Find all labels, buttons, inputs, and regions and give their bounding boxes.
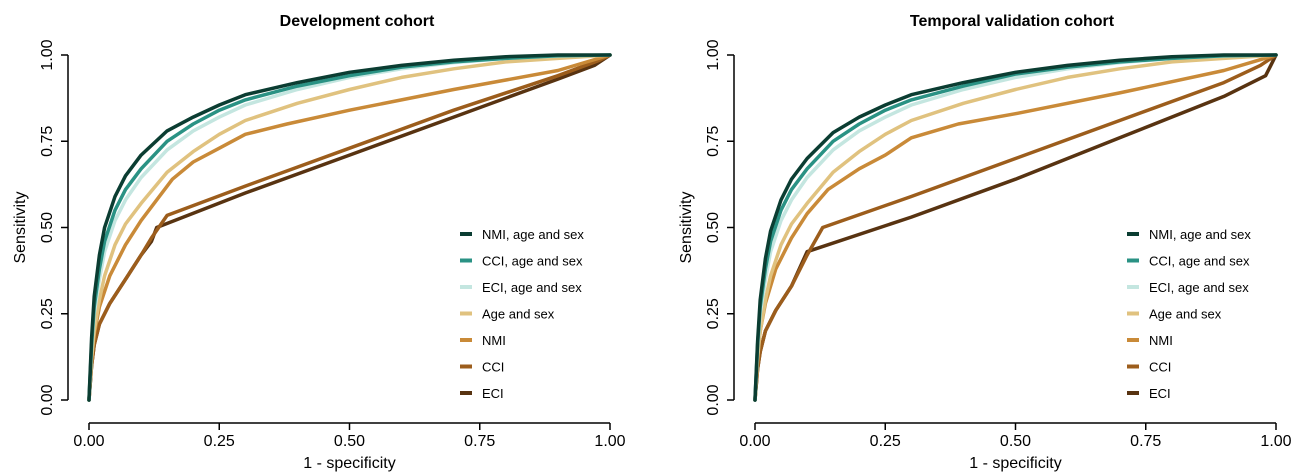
y-tick-label: 0.00 bbox=[705, 384, 722, 415]
y-axis-label: Sensitivity bbox=[12, 191, 29, 263]
series-line-age-and-sex bbox=[753, 53, 1278, 402]
y-tick-label: 0.25 bbox=[705, 298, 722, 329]
legend-label: NMI bbox=[482, 333, 506, 348]
series-line-nmi-age-and-sex bbox=[753, 53, 1278, 402]
series-lines bbox=[753, 53, 1278, 402]
chart-title: Temporal validation cohort bbox=[910, 13, 1115, 30]
x-tick-label: 0.75 bbox=[1130, 433, 1161, 450]
x-axis-label: 1 - specificity bbox=[969, 455, 1061, 472]
series-line-nmi-age-and-sex bbox=[87, 53, 612, 402]
x-tick-label: 0.50 bbox=[1000, 433, 1031, 450]
legend-label: CCI, age and sex bbox=[1149, 254, 1250, 269]
legend-label: ECI, age and sex bbox=[1149, 280, 1249, 295]
legend-label: Age and sex bbox=[1149, 307, 1222, 322]
legend-label: CCI bbox=[482, 360, 504, 375]
y-tick-label: 0.50 bbox=[39, 212, 56, 243]
chart-panel-1: Temporal validation cohort 0.00 0.25 0.50 0.… bbox=[678, 13, 1292, 472]
y-tick-label: 0.50 bbox=[705, 212, 722, 243]
x-tick-label: 1.00 bbox=[1260, 433, 1291, 450]
legend-label: Age and sex bbox=[482, 307, 555, 322]
x-tick-label: 0.00 bbox=[73, 433, 104, 450]
legend-label: NMI bbox=[1149, 333, 1173, 348]
legend-label: NMI, age and sex bbox=[1149, 227, 1251, 242]
y-tick-label: 0.75 bbox=[39, 126, 56, 157]
y-tick-label: 1.00 bbox=[39, 39, 56, 70]
chart-panel-0: Development cohort 0.00 0.25 0.50 0.75 1.00 0.… bbox=[12, 13, 626, 472]
x-tick-label: 0.25 bbox=[870, 433, 901, 450]
x-tick-label: 0.25 bbox=[204, 433, 235, 450]
series-line-cci bbox=[753, 53, 1278, 402]
y-tick-label: 1.00 bbox=[705, 39, 722, 70]
x-axis-label: 1 - specificity bbox=[303, 455, 395, 472]
legend-label: ECI bbox=[1149, 386, 1171, 401]
y-tick-label: 0.75 bbox=[705, 126, 722, 157]
y-axis-label: Sensitivity bbox=[678, 191, 695, 263]
x-tick-label: 1.00 bbox=[594, 433, 625, 450]
x-tick-label: 0.00 bbox=[739, 433, 770, 450]
x-tick-label: 0.75 bbox=[464, 433, 495, 450]
legend: NMI, age and sex CCI, age and sex ECI, age… bbox=[460, 227, 584, 401]
series-line-cci bbox=[87, 53, 612, 402]
x-tick-label: 0.50 bbox=[334, 433, 365, 450]
legend-label: ECI bbox=[482, 386, 504, 401]
legend-label: CCI bbox=[1149, 360, 1171, 375]
legend-label: ECI, age and sex bbox=[482, 280, 582, 295]
series-line-age-and-sex bbox=[87, 53, 612, 402]
legend: NMI, age and sex CCI, age and sex ECI, age… bbox=[1127, 227, 1251, 401]
y-tick-label: 0.00 bbox=[39, 384, 56, 415]
legend-label: NMI, age and sex bbox=[482, 227, 584, 242]
series-lines bbox=[87, 53, 612, 402]
legend-label: CCI, age and sex bbox=[482, 254, 583, 269]
chart-title: Development cohort bbox=[280, 13, 435, 30]
y-tick-label: 0.25 bbox=[39, 298, 56, 329]
